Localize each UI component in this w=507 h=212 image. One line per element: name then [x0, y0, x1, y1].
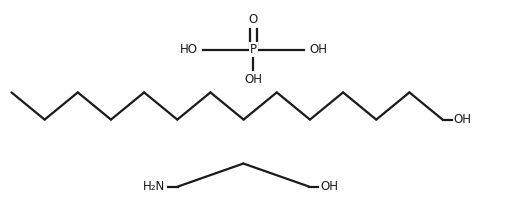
Text: H₂N: H₂N [143, 180, 165, 193]
Text: HO: HO [180, 43, 198, 56]
Text: OH: OH [309, 43, 327, 56]
Text: O: O [249, 13, 258, 26]
Text: OH: OH [320, 180, 338, 193]
Text: P: P [250, 43, 257, 56]
Text: OH: OH [244, 73, 263, 86]
Text: OH: OH [454, 113, 472, 126]
